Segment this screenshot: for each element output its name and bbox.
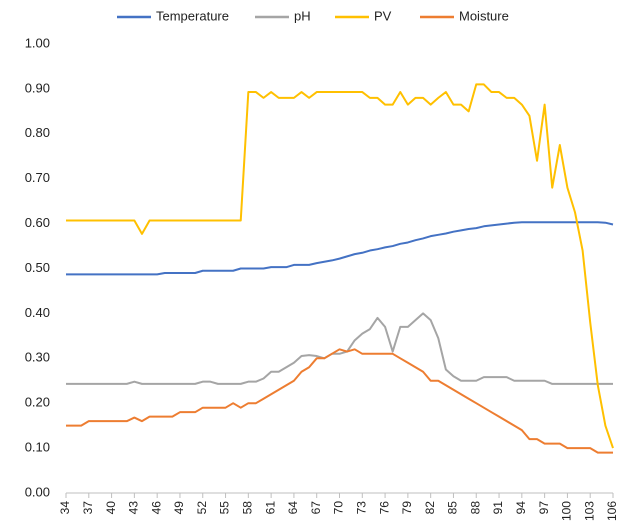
legend-label: Moisture: [459, 8, 509, 23]
x-tick-label: 55: [218, 501, 232, 515]
x-tick-label: 91: [491, 501, 505, 515]
series-line: [66, 83, 614, 449]
y-tick-label: 0.60: [25, 215, 50, 230]
x-tick-label: 76: [377, 501, 391, 515]
x-tick-label: 85: [446, 501, 460, 515]
x-tick-label: 67: [309, 501, 323, 515]
y-tick-label: 0.00: [25, 484, 50, 499]
x-tick-label: 52: [195, 501, 209, 515]
x-tick-label: 43: [127, 501, 141, 515]
y-tick-label: 0.80: [25, 125, 50, 140]
series-line: [66, 221, 614, 276]
y-tick-label: 0.10: [25, 440, 50, 455]
x-tick-label: 88: [468, 501, 482, 515]
y-tick-label: 1.00: [25, 35, 50, 50]
x-tick-label: 82: [423, 501, 437, 515]
x-tick-label: 70: [332, 501, 346, 515]
y-tick-label: 0.20: [25, 395, 50, 410]
y-tick-label: 0.70: [25, 170, 50, 185]
y-tick-label: 0.40: [25, 305, 50, 320]
series-line: [66, 312, 613, 385]
y-tick-label: 0.50: [25, 260, 50, 275]
legend-label: PV: [374, 8, 392, 23]
x-tick-label: 37: [81, 501, 95, 515]
x-tick-label: 79: [400, 501, 414, 515]
x-tick-label: 64: [286, 501, 300, 515]
x-tick-label: 46: [149, 501, 163, 515]
x-tick-label: 61: [263, 501, 277, 515]
x-tick-label: 34: [58, 501, 72, 515]
series-line: [66, 348, 613, 454]
x-tick-label: 100: [560, 501, 574, 521]
x-tick-label: 58: [241, 501, 255, 515]
x-tick-label: 94: [514, 501, 528, 515]
x-tick-label: 40: [104, 501, 118, 515]
x-tick-label: 106: [605, 501, 619, 521]
x-tick-label: 103: [582, 501, 596, 521]
x-tick-label: 49: [172, 501, 186, 515]
y-tick-label: 0.30: [25, 350, 50, 365]
x-tick-label: 73: [354, 501, 368, 515]
legend-label: pH: [294, 8, 311, 23]
legend-label: Temperature: [156, 8, 229, 23]
x-tick-label: 97: [537, 501, 551, 515]
y-tick-label: 0.90: [25, 80, 50, 95]
